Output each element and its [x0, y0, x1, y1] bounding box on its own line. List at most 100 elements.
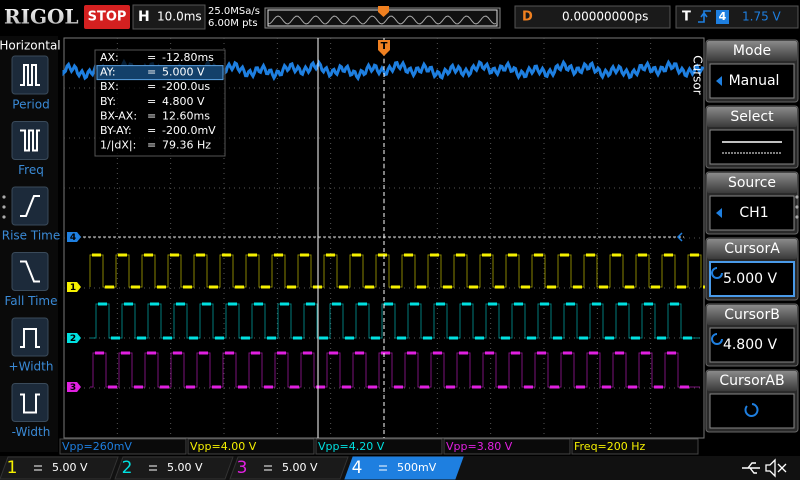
- channel-scale[interactable]: 5.00 V: [167, 461, 203, 474]
- measurement-box[interactable]: [59, 438, 187, 455]
- channel-scale[interactable]: 5.00 V: [282, 461, 318, 474]
- menu-button-header: [707, 173, 797, 193]
- sample-rate: 25.0MSa/s: [208, 6, 260, 17]
- menu-button-value[interactable]: 4.800 V: [723, 337, 778, 353]
- timebase-label: H: [138, 9, 150, 25]
- timebase-value: 10.0ms: [157, 10, 202, 24]
- menu-button-label[interactable]: CursorAB: [719, 373, 784, 389]
- channel-marker: [67, 382, 81, 392]
- menu-button-header: [707, 371, 797, 391]
- knob-icon: [744, 403, 759, 417]
- measure-icon: [20, 195, 40, 217]
- speaker-icon[interactable]: [765, 458, 787, 478]
- measurement-box[interactable]: [443, 438, 571, 455]
- channel-marker-label: 3: [70, 383, 76, 393]
- delay-box[interactable]: [514, 5, 671, 29]
- knob-icon: [711, 333, 723, 345]
- readout-value: -12.80ms: [162, 51, 214, 64]
- readout-separator: =: [147, 66, 156, 79]
- ch3-waveform-levels: [95, 351, 689, 389]
- channel-number[interactable]: 1: [7, 458, 18, 478]
- menu-button-header: [707, 107, 797, 127]
- measure-label[interactable]: +Width: [9, 360, 54, 374]
- channel-marker-label: 1: [70, 283, 76, 293]
- channel-marker-label: 2: [70, 334, 76, 344]
- readout-value: 12.60ms: [162, 109, 210, 122]
- channel-scale[interactable]: 5.00 V: [52, 461, 88, 474]
- right-menu-title: Cursor: [691, 55, 705, 95]
- channel-marker: [67, 282, 81, 292]
- channel-tab[interactable]: [114, 456, 234, 480]
- menu-button-value-box[interactable]: [709, 195, 795, 231]
- menu-button-value-box[interactable]: [709, 63, 795, 99]
- measurement[interactable]: Vpp=260mV: [62, 440, 132, 453]
- measurement-box[interactable]: [315, 438, 443, 455]
- coupling-icon: [149, 465, 157, 471]
- channel-number[interactable]: 3: [237, 458, 248, 478]
- channel-marker-label: 4: [70, 233, 76, 243]
- menu-button-value[interactable]: CH1: [739, 205, 768, 221]
- readout-separator: =: [147, 51, 156, 64]
- menu-button-label[interactable]: Source: [728, 175, 776, 191]
- ch1-waveform: [89, 254, 702, 288]
- measure-icon: [20, 393, 40, 414]
- measure-label[interactable]: Rise Time: [2, 229, 61, 243]
- trigger-level-arrow: [676, 232, 683, 242]
- channel-scale[interactable]: 500mV: [397, 461, 437, 474]
- left-menu-title: Horizontal: [0, 39, 61, 53]
- delay-label: D: [522, 10, 533, 25]
- measurement[interactable]: Freq=200 Hz: [574, 440, 646, 453]
- measure-button[interactable]: [11, 383, 49, 422]
- readout-separator: =: [147, 139, 156, 152]
- menu-button-value-box[interactable]: [709, 327, 795, 363]
- readout-value: 5.000 V: [162, 66, 205, 79]
- measurement[interactable]: Vpp=4.20 V: [318, 440, 385, 453]
- measure-label[interactable]: Period: [12, 98, 49, 112]
- ch1-waveform-levels: [92, 253, 712, 289]
- coupling-icon: [264, 465, 272, 471]
- scroll-dot: [2, 215, 6, 219]
- readout-label: BX:: [100, 80, 119, 93]
- measure-label[interactable]: Freq: [18, 163, 44, 177]
- menu-button-value-box[interactable]: [709, 393, 795, 429]
- trigger-source: 4: [719, 10, 727, 23]
- overview-wave: [267, 15, 497, 25]
- measure-icon: [20, 260, 40, 283]
- scroll-dot: [795, 195, 799, 199]
- menu-button-label[interactable]: Mode: [733, 43, 771, 59]
- trigger-level: 1.75 V: [742, 10, 782, 24]
- menu-button-label[interactable]: Select: [730, 109, 774, 125]
- readout-label: AY:: [100, 66, 116, 79]
- menu-button-value[interactable]: Manual: [729, 73, 780, 89]
- channel-tab[interactable]: [344, 456, 464, 480]
- measure-button[interactable]: [11, 55, 49, 95]
- trigger-label: T: [682, 10, 691, 25]
- select-arrow: [716, 208, 722, 218]
- measure-icon: [20, 64, 40, 86]
- measurement[interactable]: Vpp=3.80 V: [446, 440, 513, 453]
- readout-value: 79.36 Hz: [162, 139, 211, 152]
- menu-button-header: [707, 239, 797, 259]
- channel-tab[interactable]: [0, 456, 119, 480]
- memory-depth: 6.00M pts: [208, 18, 258, 29]
- measure-label[interactable]: Fall Time: [4, 294, 57, 308]
- menu-button-value-box[interactable]: [709, 261, 795, 297]
- measure-icon: [20, 328, 40, 348]
- channel-number[interactable]: 2: [122, 458, 133, 478]
- measure-label[interactable]: -Width: [12, 425, 51, 439]
- scroll-dot: [795, 215, 799, 219]
- measurement-box[interactable]: [571, 438, 699, 455]
- measure-button[interactable]: [11, 317, 49, 357]
- readout-value: -200.0us: [162, 80, 210, 93]
- measure-icon: [20, 129, 40, 152]
- menu-button-value[interactable]: 5.000 V: [723, 271, 778, 287]
- channel-tab[interactable]: [229, 456, 349, 480]
- measurement[interactable]: Vpp=4.00 V: [190, 440, 257, 453]
- menu-button-value-box[interactable]: [709, 129, 795, 165]
- menu-button-label[interactable]: CursorA: [724, 241, 780, 257]
- menu-button-label[interactable]: CursorB: [724, 307, 780, 323]
- measurement-box[interactable]: [187, 438, 315, 455]
- timebase-box[interactable]: [132, 4, 206, 30]
- channel-number[interactable]: 4: [352, 458, 363, 478]
